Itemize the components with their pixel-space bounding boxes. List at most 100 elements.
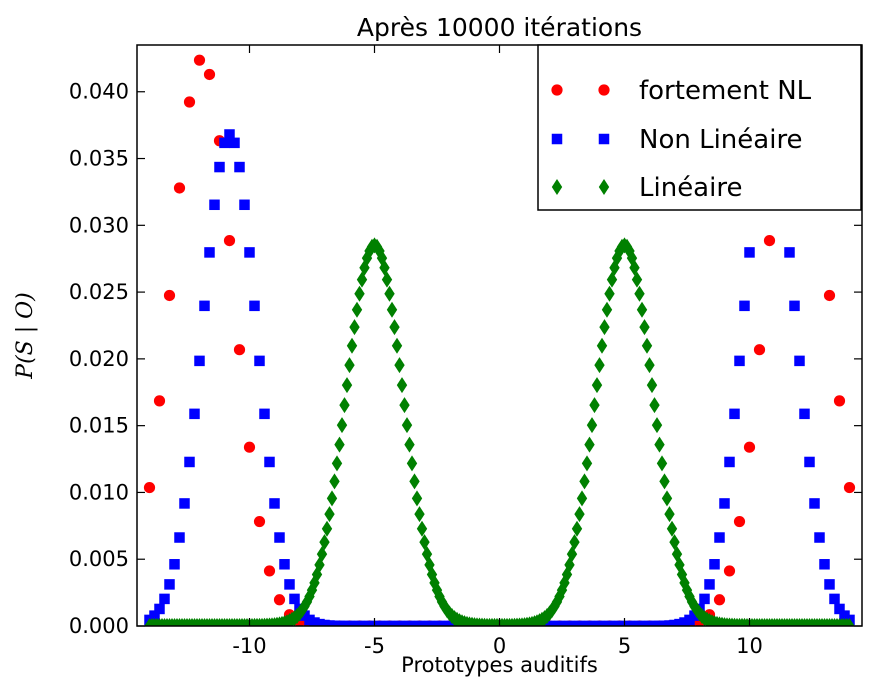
- data-point: [734, 355, 745, 367]
- data-point: [629, 259, 640, 276]
- x-tick-label: 0: [493, 634, 506, 658]
- plot-points: [143, 54, 856, 626]
- data-point: [844, 618, 855, 626]
- data-point: [164, 579, 175, 590]
- y-tick-label: 0.010: [69, 480, 129, 504]
- x-tick-label: 10: [736, 634, 763, 658]
- data-point: [571, 520, 583, 537]
- data-point: [153, 395, 166, 407]
- data-point: [406, 455, 418, 472]
- legend-box: [537, 44, 862, 211]
- data-point: [351, 301, 363, 318]
- data-point: [809, 498, 820, 509]
- data-point: [599, 319, 610, 336]
- data-point: [409, 473, 420, 490]
- legend-marker: [598, 84, 610, 96]
- legend-label: Non Linéaire: [639, 125, 803, 155]
- data-point: [169, 559, 180, 570]
- data-point: [799, 408, 810, 420]
- data-point: [579, 473, 590, 490]
- data-point: [194, 355, 205, 367]
- data-point: [254, 355, 265, 367]
- data-point: [183, 96, 196, 108]
- data-point: [819, 559, 830, 570]
- data-point: [321, 520, 333, 537]
- data-point: [713, 594, 726, 606]
- data-point: [834, 603, 845, 615]
- data-point: [264, 456, 275, 468]
- data-point: [604, 285, 615, 302]
- data-point: [594, 357, 605, 374]
- data-point: [591, 377, 603, 394]
- data-point: [336, 417, 348, 434]
- data-point: [329, 473, 340, 490]
- data-point: [843, 481, 856, 494]
- y-tick-label: 0.005: [69, 547, 129, 571]
- data-point: [606, 271, 618, 288]
- data-point: [699, 593, 710, 605]
- data-point: [569, 534, 580, 551]
- legend-marker: [551, 179, 563, 195]
- data-point: [381, 271, 393, 288]
- series-2: [144, 237, 855, 626]
- x-ticks: -10 -5 0 5 10: [232, 45, 763, 658]
- data-point: [704, 579, 715, 590]
- data-point: [326, 490, 338, 507]
- legend-marker: [598, 179, 610, 195]
- data-point: [804, 456, 815, 468]
- data-point: [411, 490, 423, 507]
- data-point: [234, 161, 245, 173]
- data-point: [209, 199, 220, 211]
- data-point: [253, 515, 266, 528]
- data-point: [664, 506, 675, 523]
- data-point: [239, 199, 250, 211]
- data-point: [154, 603, 165, 615]
- x-tick-label: -5: [364, 634, 385, 658]
- data-point: [289, 593, 300, 605]
- legend-marker: [551, 84, 563, 96]
- data-point: [396, 377, 408, 394]
- data-point: [666, 520, 678, 537]
- data-point: [651, 417, 663, 434]
- data-point: [273, 594, 286, 606]
- data-point: [823, 289, 836, 302]
- data-point: [274, 532, 285, 543]
- legend-label: Linéaire: [639, 173, 742, 203]
- legend-marker: [598, 133, 610, 145]
- data-point: [833, 395, 846, 407]
- y-tick-label: 0.035: [69, 147, 129, 171]
- data-point: [589, 397, 600, 414]
- data-point: [576, 490, 588, 507]
- data-point: [566, 546, 578, 563]
- data-point: [723, 565, 736, 577]
- data-point: [689, 610, 700, 621]
- y-tick-label: 0.020: [69, 347, 129, 371]
- data-point: [661, 490, 673, 507]
- data-point: [179, 498, 190, 509]
- y-tick-label: 0.015: [69, 414, 129, 438]
- data-point: [349, 319, 360, 336]
- data-point: [829, 593, 840, 605]
- data-point: [659, 473, 670, 490]
- data-point: [319, 534, 330, 551]
- x-tick-label: -10: [232, 634, 266, 658]
- data-point: [646, 377, 658, 394]
- data-point: [389, 319, 400, 336]
- data-point: [416, 520, 428, 537]
- data-point: [174, 532, 185, 543]
- data-point: [214, 161, 225, 173]
- data-point: [794, 355, 805, 367]
- data-point: [143, 481, 156, 494]
- data-point: [184, 456, 195, 468]
- data-point: [724, 456, 735, 468]
- data-point: [743, 441, 756, 453]
- data-point: [224, 129, 235, 140]
- data-point: [784, 247, 795, 258]
- data-point: [391, 337, 403, 354]
- data-point: [649, 397, 660, 414]
- data-point: [189, 408, 200, 420]
- data-point: [824, 579, 835, 590]
- data-point: [401, 417, 413, 434]
- legend: fortement NL Non Linéaire Linéaire: [537, 44, 862, 211]
